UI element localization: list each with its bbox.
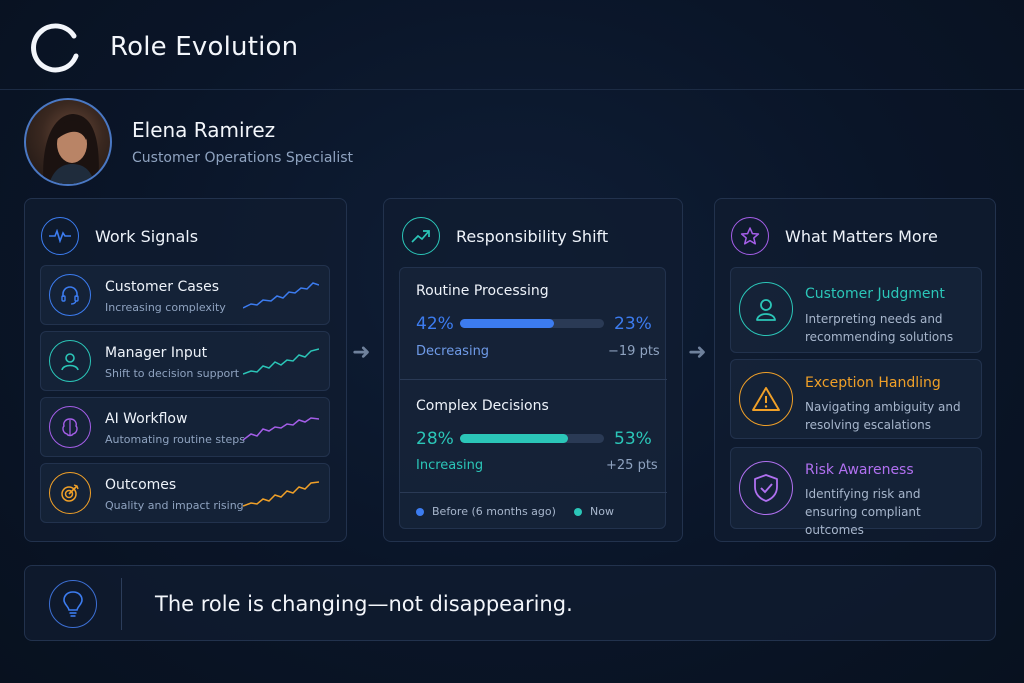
before-percent: 42% bbox=[416, 314, 454, 334]
user-icon bbox=[49, 340, 91, 382]
responsibility-shift-title: Responsibility Shift bbox=[456, 227, 609, 246]
matter-card-risk-awareness[interactable]: Risk Awareness Identifying risk and ensu… bbox=[730, 447, 982, 537]
matter-description: Navigating ambiguity and resolving escal… bbox=[805, 400, 961, 432]
delta-label: +25 pts bbox=[606, 458, 658, 473]
signal-card-ai-workflow[interactable]: AI Workflow Automating routine steps bbox=[40, 397, 330, 457]
matter-card-customer-judgment[interactable]: Customer Judgment Interpreting needs and… bbox=[730, 267, 982, 353]
footer-message: The role is changing—not disappearing. bbox=[155, 592, 573, 616]
signal-card-outcomes[interactable]: Outcomes Quality and impact rising bbox=[40, 463, 330, 523]
arrow-right-icon: ➜ bbox=[688, 340, 707, 365]
footer-banner: The role is changing—not disappearing. bbox=[24, 565, 996, 641]
sparkline bbox=[243, 417, 319, 441]
work-signals-title: Work Signals bbox=[95, 227, 199, 246]
matter-description: Interpreting needs and recommending solu… bbox=[805, 312, 954, 344]
divider bbox=[400, 492, 667, 493]
signal-subtitle: Automating routine steps bbox=[105, 433, 245, 446]
trending-up-icon bbox=[402, 217, 440, 255]
matter-description: Identifying risk and ensuring compliant … bbox=[805, 487, 921, 537]
signal-subtitle: Shift to decision support bbox=[105, 367, 240, 380]
responsibility-shift-panel: Responsibility Shift Routine Processing … bbox=[383, 198, 683, 542]
matter-title: Exception Handling bbox=[805, 375, 941, 391]
avatar bbox=[24, 98, 112, 186]
legend-dot-now bbox=[574, 508, 582, 516]
matter-card-exception-handling[interactable]: Exception Handling Navigating ambiguity … bbox=[730, 359, 982, 439]
trend-label: Increasing bbox=[416, 458, 484, 473]
delta-label: −19 pts bbox=[608, 344, 660, 359]
progress-track bbox=[460, 319, 604, 328]
sparkline bbox=[243, 282, 319, 309]
headset-icon bbox=[49, 274, 91, 316]
matter-title: Customer Judgment bbox=[805, 286, 945, 302]
sparkline bbox=[243, 481, 319, 507]
what-matters-panel: What Matters More Customer Judgment Inte… bbox=[714, 198, 996, 542]
signal-title: AI Workflow bbox=[105, 411, 188, 427]
target-icon bbox=[49, 472, 91, 514]
divider bbox=[400, 379, 667, 380]
star-icon bbox=[731, 217, 769, 255]
legend-label-before: Before (6 months ago) bbox=[432, 505, 556, 518]
app-logo-icon bbox=[31, 23, 79, 73]
what-matters-title: What Matters More bbox=[785, 227, 938, 246]
shift-row-label: Complex Decisions bbox=[416, 398, 549, 414]
now-percent: 23% bbox=[614, 314, 652, 334]
signal-card-customer-cases[interactable]: Customer Cases Increasing complexity bbox=[40, 265, 330, 325]
footer-divider bbox=[121, 578, 122, 630]
signal-subtitle: Increasing complexity bbox=[105, 301, 226, 314]
signal-card-manager-input[interactable]: Manager Input Shift to decision support bbox=[40, 331, 330, 391]
progress-fill bbox=[460, 319, 554, 328]
lightbulb-icon bbox=[49, 580, 97, 628]
signal-title: Manager Input bbox=[105, 345, 208, 361]
trend-label: Decreasing bbox=[416, 344, 490, 359]
signal-subtitle: Quality and impact rising bbox=[105, 499, 244, 512]
app-title: Role Evolution bbox=[110, 32, 299, 62]
now-percent: 53% bbox=[614, 429, 652, 449]
warning-icon bbox=[739, 372, 793, 426]
sparkline bbox=[243, 348, 319, 375]
matter-title: Risk Awareness bbox=[805, 462, 914, 478]
shield-check-icon bbox=[739, 461, 793, 515]
ai-brain-icon bbox=[49, 406, 91, 448]
work-signals-panel: Work Signals Customer Cases Increasing c… bbox=[24, 198, 347, 542]
shift-row-label: Routine Processing bbox=[416, 283, 549, 299]
arrow-right-icon: ➜ bbox=[352, 340, 371, 365]
legend-label-now: Now bbox=[590, 505, 614, 518]
signal-title: Outcomes bbox=[105, 477, 177, 493]
pulse-icon bbox=[41, 217, 79, 255]
person-name: Elena Ramirez bbox=[132, 118, 276, 142]
progress-track bbox=[460, 434, 604, 443]
shift-card: Routine Processing 42% 23% Decreasing −1… bbox=[399, 267, 667, 529]
user-icon bbox=[739, 282, 793, 336]
signal-title: Customer Cases bbox=[105, 279, 220, 295]
progress-fill bbox=[460, 434, 568, 443]
before-percent: 28% bbox=[416, 429, 454, 449]
legend-dot-before bbox=[416, 508, 424, 516]
app-header: Role Evolution bbox=[0, 0, 1024, 90]
person-role: Customer Operations Specialist bbox=[132, 150, 353, 166]
